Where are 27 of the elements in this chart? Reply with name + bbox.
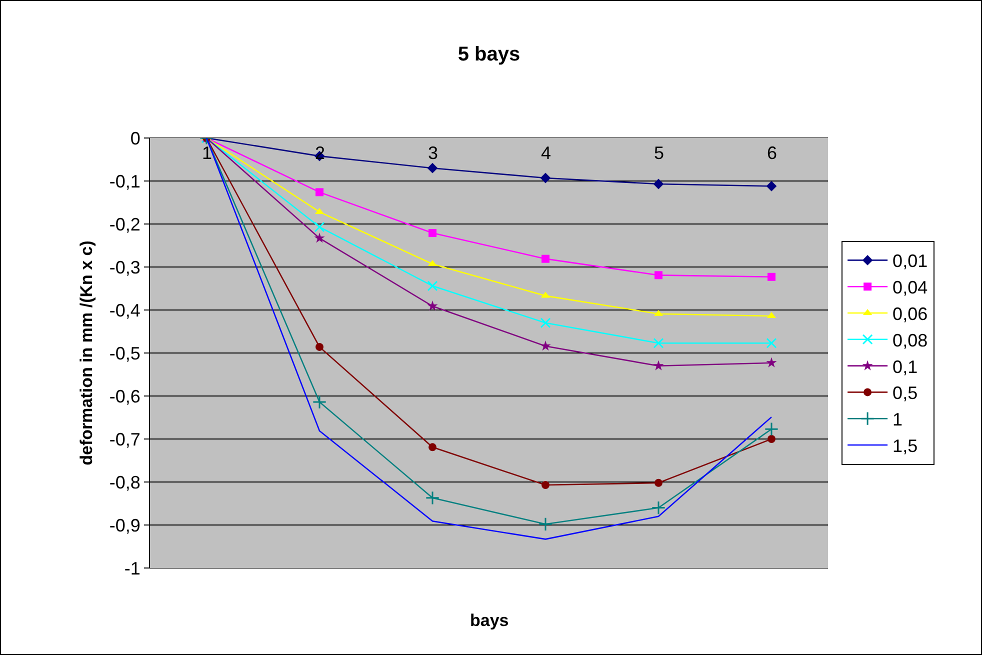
x-tick-label: 4 bbox=[541, 143, 552, 163]
y-tick-label: -0,8 bbox=[109, 472, 140, 492]
x-tick-label: 5 bbox=[654, 143, 664, 163]
y-tick-label: -0,1 bbox=[109, 171, 140, 192]
y-tick-label: -0,3 bbox=[109, 257, 140, 278]
y-tick-label: -0,4 bbox=[109, 300, 140, 320]
legend-label: 0,08 bbox=[892, 330, 928, 350]
y-tick-label: -0,5 bbox=[109, 343, 140, 364]
y-tick-label: -1 bbox=[124, 558, 140, 578]
legend-label: 0,1 bbox=[892, 356, 918, 377]
y-tick-label: -0,6 bbox=[109, 386, 140, 406]
legend-label: 0,06 bbox=[892, 304, 928, 324]
y-tick-label: -0,2 bbox=[109, 214, 140, 234]
chart-title: 5 bays bbox=[458, 43, 520, 66]
x-tick-label: 3 bbox=[428, 143, 438, 163]
y-tick-label: -0,7 bbox=[109, 429, 140, 450]
y-axis-title: deformation in mm /(Kn x c) bbox=[76, 240, 96, 466]
legend-label: 1 bbox=[892, 410, 903, 430]
x-tick-label: 1 bbox=[202, 143, 212, 163]
y-tick-label: 0 bbox=[130, 128, 140, 148]
x-tick-label: 6 bbox=[767, 143, 778, 163]
x-axis-title: bays bbox=[470, 611, 509, 630]
legend-label: 0,04 bbox=[892, 278, 928, 298]
y-tick-label: -0,9 bbox=[109, 515, 140, 536]
legend-label: 0,5 bbox=[892, 383, 918, 404]
legend-label: 1,5 bbox=[892, 436, 918, 456]
legend-label: 0,01 bbox=[892, 251, 928, 272]
